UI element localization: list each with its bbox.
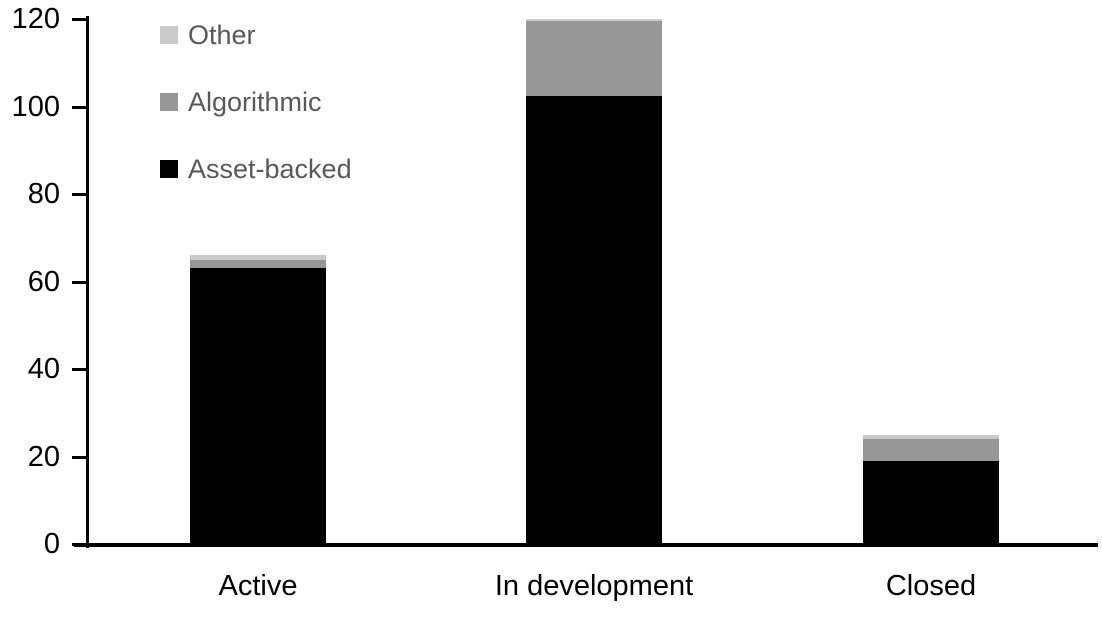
legend-label: Other <box>188 20 256 50</box>
legend-item-asset-backed: Asset-backed <box>160 154 352 184</box>
y-axis-tick <box>72 105 89 109</box>
legend-swatch-icon <box>160 160 178 178</box>
bar-segment-algorithmic <box>863 439 999 461</box>
bar-segment-asset-backed <box>863 460 999 544</box>
bar-segment-asset-backed <box>190 268 326 544</box>
legend-swatch-icon <box>160 93 178 111</box>
y-axis-tick-label: 0 <box>43 528 60 560</box>
legend-item-algorithmic: Algorithmic <box>160 87 322 117</box>
y-axis-tick <box>72 18 89 21</box>
legend-label: Algorithmic <box>188 87 322 117</box>
bar-segment-other <box>190 255 326 260</box>
y-axis-tick-label: 80 <box>27 178 60 210</box>
y-axis-tick-label: 100 <box>11 90 60 123</box>
x-axis-category-label: Active <box>218 570 298 602</box>
legend-label: Asset-backed <box>188 154 352 184</box>
x-axis-category-label: In development <box>494 570 694 602</box>
bar-segment-algorithmic <box>526 21 662 96</box>
y-axis-tick-label: 60 <box>27 265 60 298</box>
y-axis-tick <box>72 368 89 371</box>
y-axis-tick <box>72 280 89 284</box>
legend-item-other: Other <box>160 20 256 50</box>
bar-segment-asset-backed <box>526 95 662 544</box>
bar-segment-other <box>526 19 662 22</box>
x-axis-line <box>74 543 1098 547</box>
y-axis-tick <box>72 455 89 459</box>
y-axis-tick-label: 20 <box>27 440 60 473</box>
y-axis-tick <box>72 193 89 196</box>
y-axis-tick-label: 120 <box>11 3 60 35</box>
bar-segment-other <box>863 434 999 439</box>
x-axis-category-label: Closed <box>885 570 977 602</box>
bar-segment-algorithmic <box>190 259 326 269</box>
y-axis-tick-label: 40 <box>27 353 60 385</box>
legend-swatch-icon <box>160 26 178 44</box>
